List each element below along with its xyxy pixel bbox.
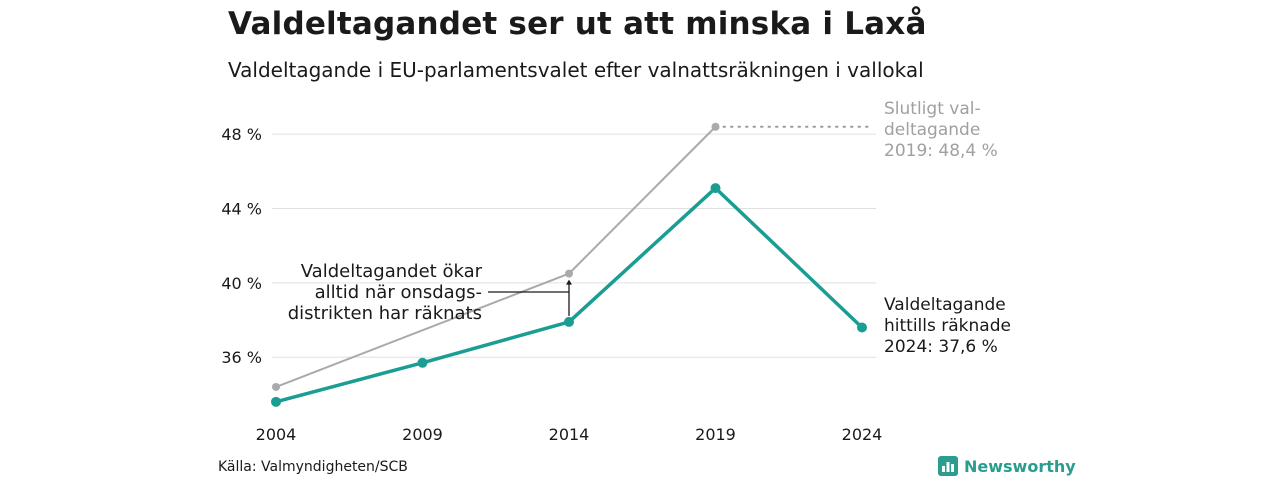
brand-logo: Newsworthy [938, 456, 1076, 476]
annotation-final-text: Slutligt val- [884, 99, 981, 119]
annotation-note-text: alltid när onsdags- [315, 282, 482, 303]
x-tick-label: 2004 [256, 425, 297, 444]
data-point-counted [857, 322, 867, 333]
series-line-final [275, 126, 717, 388]
data-point-final [711, 122, 720, 131]
y-tick-label: 48 % [221, 125, 262, 144]
y-tick-label: 44 % [221, 200, 262, 219]
annotation-counted-text: Valdeltagande [884, 295, 1006, 315]
data-point-counted [710, 183, 721, 194]
data-point-final [565, 269, 573, 278]
x-tick-label: 2024 [842, 425, 883, 444]
annotation-final-text: deltagande [884, 120, 980, 140]
chart-subtitle: Valdeltagande i EU-parlamentsvalet efter… [228, 58, 924, 82]
bar-chart-logo-icon [938, 456, 958, 476]
data-point-counted [417, 357, 428, 368]
annotation-counted-text: 2024: 37,6 % [884, 337, 998, 357]
x-tick-label: 2009 [402, 425, 443, 444]
brand-name: Newsworthy [964, 456, 1076, 476]
annotation-counted-text: hittills räknade [884, 316, 1011, 336]
x-tick-label: 2014 [549, 425, 590, 444]
data-point-counted [271, 396, 281, 407]
x-tick-label: 2019 [695, 425, 736, 444]
y-tick-label: 36 % [221, 348, 262, 367]
y-tick-label: 40 % [221, 274, 262, 293]
annotation-arrow-head [566, 279, 572, 285]
chart-title: Valdeltagandet ser ut att minska i Laxå [228, 6, 927, 42]
data-point-counted [564, 316, 574, 327]
source-note: Källa: Valmyndigheten/SCB [218, 459, 408, 475]
annotation-note-text: distrikten har räknats [288, 303, 482, 324]
annotation-final-text: 2019: 48,4 % [884, 141, 998, 161]
data-point-final [272, 382, 280, 391]
annotation-note-text: Valdeltagandet ökar [301, 261, 483, 282]
